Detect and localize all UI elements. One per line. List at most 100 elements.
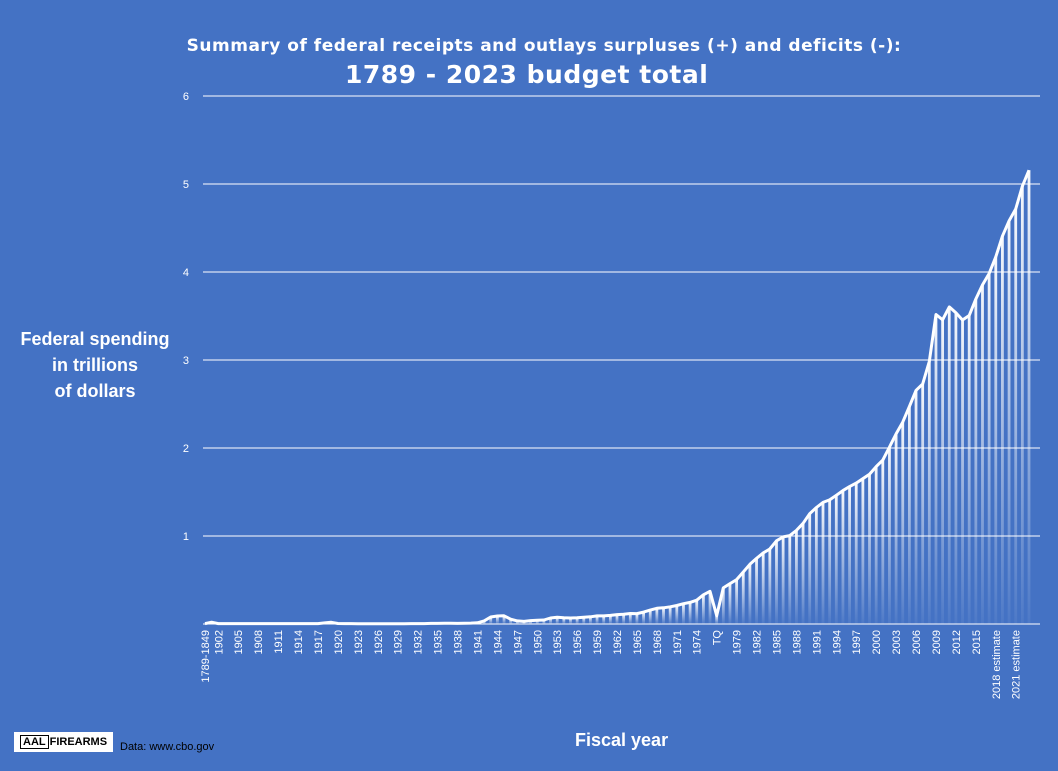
data-bar [688,602,692,624]
data-bar [502,615,506,624]
x-tick-label: 1917 [313,630,325,654]
data-bar [927,361,931,624]
x-tick-label: 1905 [233,630,245,654]
data-bar [808,513,812,624]
data-bar [954,312,958,624]
data-bar [748,564,752,624]
x-tick-label: 1959 [592,630,604,654]
x-tick-label: 2009 [931,630,943,654]
x-tick-label: 1962 [612,630,624,654]
data-bar [489,617,493,624]
x-tick-label: 1971 [672,630,684,654]
x-tick-label: 2018 estimate [991,630,1003,699]
x-tick-label: 1953 [552,630,564,654]
chart-title-line2: 1789 - 2023 budget total [345,60,709,89]
x-axis-label: Fiscal year [575,730,669,750]
x-tick-label: 1935 [433,630,445,654]
x-tick-label: 1929 [393,630,405,654]
data-bar [788,535,792,624]
x-tick-label: 1920 [333,630,345,654]
x-tick-label: 1932 [413,630,425,654]
data-bar [1020,186,1024,624]
data-bar [967,315,971,624]
data-bar [682,603,685,624]
data-bar [828,499,832,624]
logo-part1: AAL [20,735,49,749]
data-bar [608,615,612,624]
x-tick-label: 1926 [373,630,385,654]
x-tick-label: 1979 [732,630,744,654]
data-bar [1027,170,1031,624]
data-bar [974,299,978,624]
data-bar [569,618,572,624]
data-bar [821,502,825,624]
x-tick-label: 1985 [771,630,783,654]
x-tick-label: 1908 [253,630,265,654]
data-bar [834,495,838,624]
data-bar [529,620,533,624]
data-bar [921,383,925,624]
data-bar [881,460,885,624]
x-tick-label: 2012 [951,630,963,654]
data-bar [1014,208,1018,624]
data-bar [841,490,845,624]
x-tick-label: 1941 [472,630,484,654]
data-bar [721,587,725,624]
data-bar [868,474,871,624]
data-bar [775,540,778,624]
data-bar [1007,220,1011,624]
data-bar [728,583,732,624]
x-tick-label: 1914 [293,630,305,654]
data-bar [755,558,758,624]
y-axis-label-line3: of dollars [54,381,136,401]
x-tick-label: 1982 [752,630,764,654]
data-bar [602,615,606,624]
data-bar [648,610,652,624]
data-bar [888,447,891,624]
y-tick-label: 5 [183,179,189,191]
x-tick-label: 1994 [831,630,843,654]
data-bar [907,406,911,624]
data-bar [941,319,945,624]
data-bar [642,612,645,624]
x-tick-label: 1997 [851,630,863,654]
data-bar [735,579,739,624]
x-tick-label: 2015 [971,630,983,654]
data-bar [861,478,865,624]
x-tick-label: 1991 [811,630,823,654]
y-tick-label: 3 [183,355,189,367]
data-bar [708,591,712,624]
data-bar [947,306,951,624]
x-tick-label: 2006 [911,630,923,654]
data-bar [801,523,805,624]
data-bar [934,314,938,624]
data-bar [589,616,592,624]
x-tick-label: 1902 [213,630,225,654]
data-bar [854,483,858,624]
data-bar [542,620,546,624]
data-bar [555,617,559,624]
data-bar [715,615,719,624]
x-tick-label: 1789-1849 [200,630,212,683]
x-tick-label: 1956 [572,630,584,654]
x-tick-label: 2000 [871,630,883,654]
data-bar [628,613,632,624]
y-tick-label: 6 [183,91,189,103]
x-tick-label: 1947 [512,630,524,654]
data-bar [987,273,991,624]
chart-title-line1: Summary of federal receipts and outlays … [186,36,902,56]
x-tick-label: 1938 [453,630,465,654]
data-bar [874,466,878,624]
data-bar [914,390,918,624]
data-bar [701,594,705,624]
data-bar [662,607,665,624]
logo-part2: FIREARMS [49,736,108,748]
data-source-note: Data: www.cbo.gov [120,741,215,753]
data-bar [615,614,619,624]
x-tick-label: 2021 estimate [1011,630,1023,699]
data-bar [635,613,639,624]
x-tick-label: TQ [712,630,724,646]
x-tick-label: 1965 [632,630,644,654]
data-bar [981,284,984,624]
data-bar [509,619,513,624]
